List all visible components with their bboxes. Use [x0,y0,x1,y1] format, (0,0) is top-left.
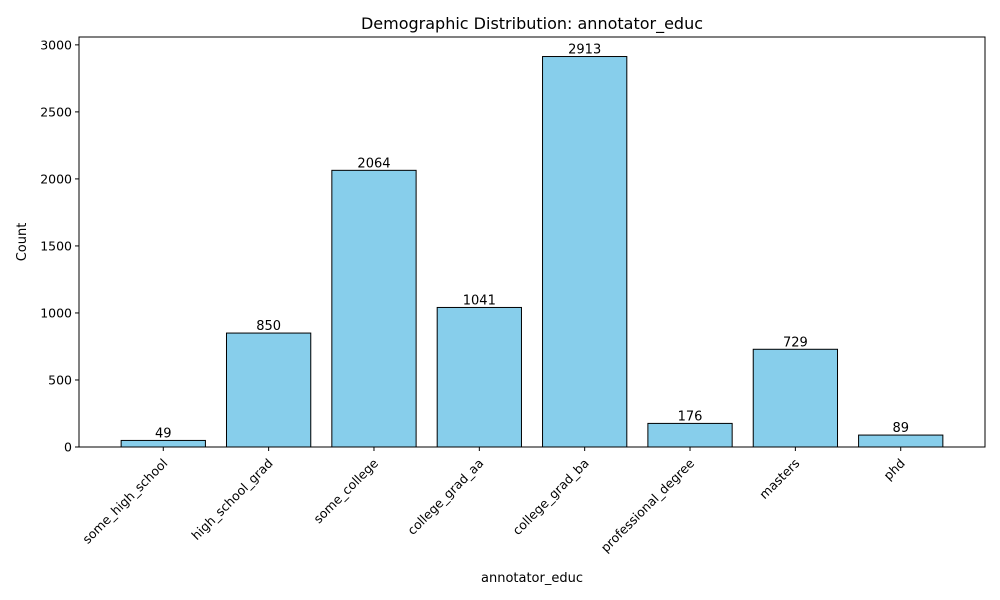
bar-value-label: 89 [892,421,909,436]
bar-value-label: 729 [783,335,808,350]
x-axis-label: annotator_educ [481,571,583,586]
y-tick-label: 1500 [40,238,72,253]
x-tick-label: some_high_school [79,456,170,547]
y-tick-label: 500 [48,372,72,387]
y-tick-label: 1000 [40,305,72,320]
bar-value-label: 2913 [568,43,601,58]
bar [752,348,839,448]
x-tick-label: masters [756,456,802,502]
bar [858,434,944,448]
bar-value-label: 1041 [463,293,496,308]
chart-title: Demographic Distribution: annotator_educ [361,14,703,34]
x-tick-label: some_college [310,455,381,526]
y-tick-label: 3000 [40,37,72,52]
bar [436,306,522,448]
y-tick-label: 2000 [40,171,72,186]
bar [647,422,733,448]
bar-value-label: 49 [155,426,172,441]
plot-frame [78,36,986,448]
bar-value-label: 176 [678,409,703,424]
y-axis-label: Count [15,223,30,262]
x-tick-label: college_grad_ba [509,456,591,538]
y-tick-label: 0 [64,440,72,455]
y-tick-label: 2500 [40,104,72,119]
plot-area: 0 500 1000 1500 2000 2500 3000 49 some_high_scho… [40,37,944,555]
bar [331,169,417,448]
bar-value-label: 2064 [357,156,390,171]
x-tick-label: phd [880,456,907,483]
x-tick-label: high_school_grad [188,456,275,543]
bar [225,332,312,448]
x-tick-label: college_grad_aa [404,456,486,538]
bar-value-label: 850 [256,319,281,334]
bar [542,56,628,448]
x-tick-label: professional_degree [598,455,698,555]
